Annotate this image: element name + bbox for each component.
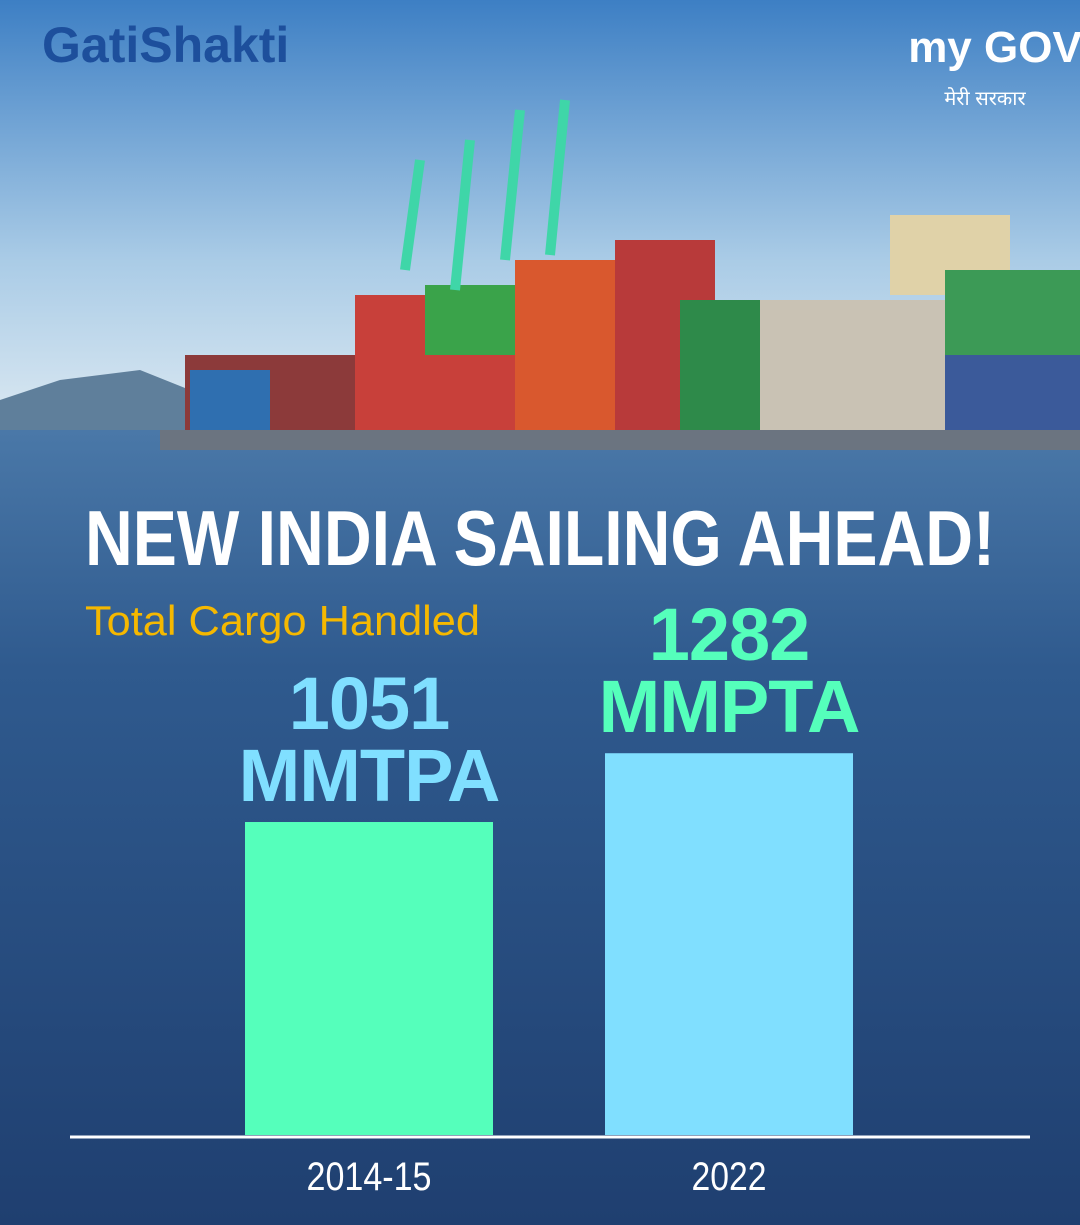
containers	[160, 215, 1080, 450]
partner-tagline: मेरी सरकार	[944, 87, 1026, 110]
chart-subtitle: Total Cargo Handled	[85, 597, 480, 644]
bar	[245, 822, 493, 1135]
bar	[605, 753, 853, 1135]
sea	[0, 430, 1080, 1225]
value-label: 1051 MMTPA	[238, 662, 501, 818]
cranes	[400, 99, 570, 291]
hills	[0, 370, 190, 430]
x-tick-label: 2022	[692, 1155, 767, 1199]
chart-title: NEW INDIA SAILING AHEAD!	[85, 494, 995, 582]
brand-logo: GatiShakti	[42, 17, 289, 73]
x-tick-label: 2014-15	[307, 1155, 432, 1199]
partner-logo: my GOV	[908, 23, 1080, 72]
value-label: 1282 MMPTA	[598, 593, 861, 749]
